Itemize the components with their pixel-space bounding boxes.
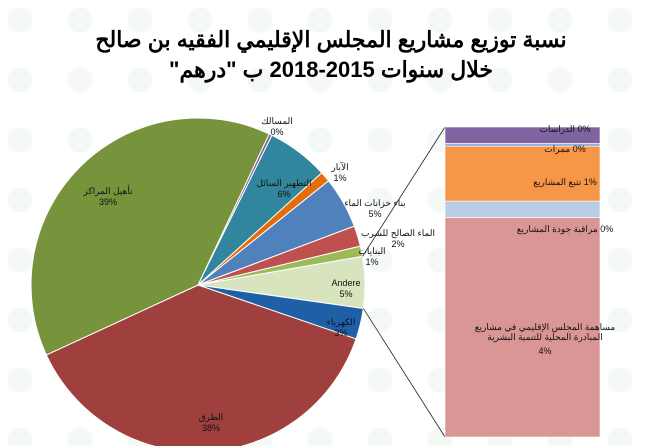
stacked-bar-segment xyxy=(444,126,601,144)
stacked-bar-value: 4% xyxy=(538,346,551,356)
pie-slice-value: 0% xyxy=(270,127,283,137)
connector-line-bottom xyxy=(363,308,446,438)
stacked-bar-segment xyxy=(444,200,601,218)
pie-slice-label: البنايات xyxy=(358,246,385,256)
pie-slice-value: 6% xyxy=(277,189,290,199)
pie-slice-label: التطهير السائل xyxy=(256,178,311,189)
stacked-bar-label-cont: المبادرة المحلية للتنمية البشرية xyxy=(487,332,602,343)
pie-slice-value: 38% xyxy=(202,423,220,433)
pie-slice-value: 1% xyxy=(365,257,378,267)
pie-slice-value: 1% xyxy=(333,173,346,183)
pie-slice xyxy=(30,117,270,356)
pie-slice-label: الطرق xyxy=(199,412,224,423)
chart-title-line-2: خلال سنوات 2015-2018 ب "درهم" xyxy=(169,57,493,82)
pie-slice-value: 39% xyxy=(99,197,117,207)
connector-line-top xyxy=(362,126,446,257)
stacked-bar-label: 0% مراقبة جودة المشاريع xyxy=(517,224,613,235)
pie-slice-label: الماء الصالح للشرب xyxy=(361,228,435,239)
pie-slice-label: الآبار xyxy=(330,162,348,173)
stacked-bar-label: مساهمة المجلس الإقليمي في مشاريع xyxy=(475,322,616,333)
stacked-bar-segment xyxy=(444,217,601,438)
pie-slice-value: 2% xyxy=(391,239,404,249)
stacked-bar-label: 1% تتبع المشاريع xyxy=(533,177,597,188)
pie-slice-value: 3% xyxy=(334,328,347,338)
pie-slice-label: بناء خزانات الماء xyxy=(344,198,405,209)
pie-slice xyxy=(45,284,357,446)
stacked-bar-label: 0% الدراسات xyxy=(539,124,590,135)
pie-slice-label: المسالك xyxy=(261,116,293,126)
pie-slice-label: تأهيل المراكز xyxy=(82,184,133,197)
chart-title-line-1: نسبة توزيع مشاريع المجلس الإقليمي الفقيه… xyxy=(95,27,567,52)
stacked-bar-label: 0% ممرات xyxy=(544,144,585,155)
pie-slice-value: 5% xyxy=(368,209,381,219)
pie-slice-label: الكهرباء xyxy=(327,317,356,328)
pie-slice-value: 5% xyxy=(339,289,352,299)
stacked-bar-segment xyxy=(444,145,601,202)
pie-slice-label: Andere xyxy=(331,278,360,288)
